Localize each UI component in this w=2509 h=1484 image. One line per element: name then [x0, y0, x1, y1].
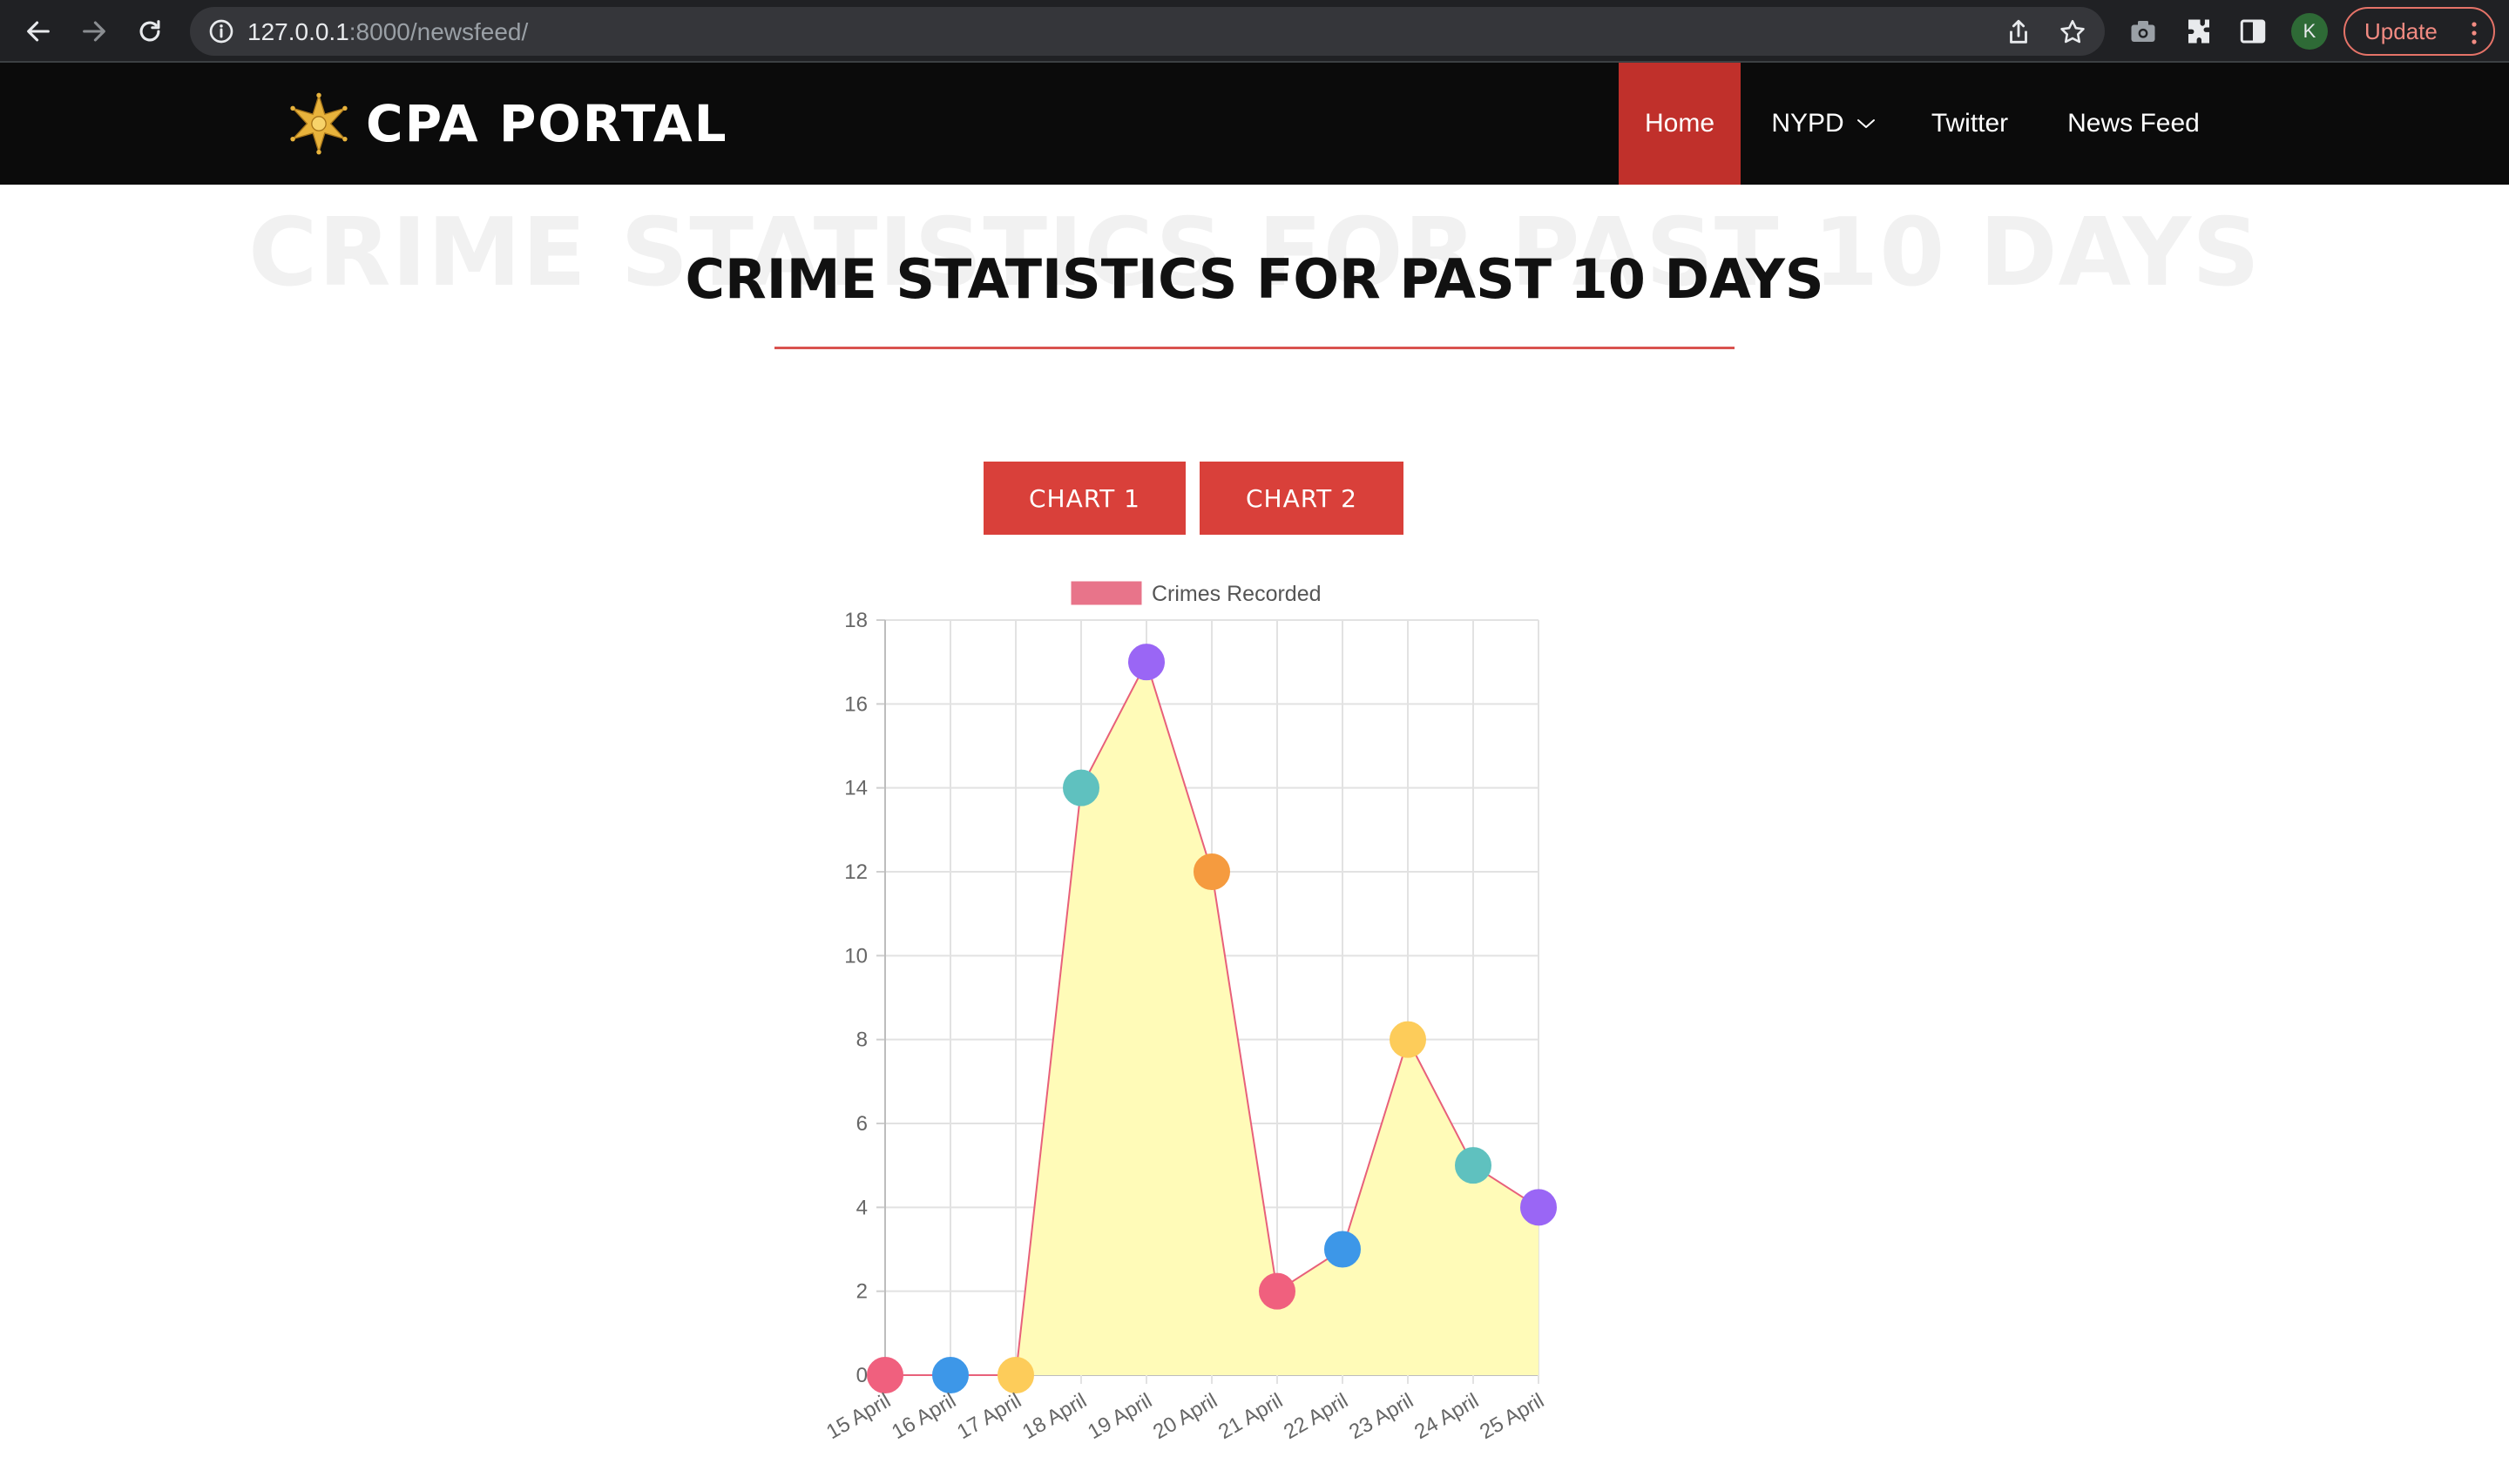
x-tick-label: 17 April	[953, 1389, 1025, 1444]
update-label: Update	[2364, 17, 2438, 44]
title-underline	[774, 347, 1735, 349]
y-tick-label: 8	[856, 1029, 868, 1052]
x-tick-label: 15 April	[822, 1389, 895, 1444]
data-point	[867, 1357, 903, 1393]
nav-news-feed-label: News Feed	[2067, 109, 2200, 138]
y-tick-label: 12	[844, 860, 868, 884]
camera-icon[interactable]	[2127, 16, 2159, 47]
back-icon[interactable]	[19, 12, 57, 51]
data-point	[1194, 853, 1230, 890]
series-area-fill	[885, 662, 1539, 1375]
sheriff-star-logo-icon	[290, 92, 348, 155]
chart-2-button[interactable]: CHART 2	[1200, 462, 1403, 535]
reload-icon[interactable]	[131, 12, 169, 51]
y-tick-label: 2	[856, 1280, 868, 1304]
x-tick-label: 16 April	[888, 1389, 960, 1444]
forward-icon[interactable]	[75, 12, 113, 51]
nav-nypd-dropdown[interactable]: NYPD	[1758, 63, 1889, 185]
y-tick-label: 6	[856, 1112, 868, 1136]
update-button[interactable]: Update	[2343, 7, 2495, 56]
brand-name: CPA PORTAL	[366, 94, 728, 153]
more-menu-icon	[2472, 22, 2477, 44]
data-point	[1324, 1231, 1361, 1268]
bookmark-star-icon[interactable]	[2058, 17, 2087, 47]
y-tick-label: 18	[844, 609, 868, 632]
nav-news-feed[interactable]: News Feed	[2059, 63, 2208, 185]
url-path: :8000/newsfeed/	[348, 18, 529, 45]
section-title: CRIME STATISTICS FOR PAST 10 DAYS	[685, 247, 1824, 311]
nav-twitter[interactable]: Twitter	[1915, 63, 2025, 185]
x-tick-label: 23 April	[1345, 1389, 1417, 1444]
profile-avatar[interactable]: K	[2291, 13, 2328, 50]
y-tick-label: 14	[844, 777, 868, 800]
brand[interactable]: CPA PORTAL	[289, 89, 728, 159]
y-tick-label: 4	[856, 1196, 868, 1219]
share-icon[interactable]	[2004, 17, 2033, 47]
x-tick-label: 20 April	[1149, 1389, 1221, 1444]
section-background-title: CRIME STATISTICS FOR PAST 10 DAYS	[248, 199, 2261, 307]
x-tick-label: 19 April	[1084, 1389, 1156, 1444]
legend-swatch	[1071, 581, 1142, 605]
site-navbar: CPA PORTAL Home NYPD Twitter News Feed	[0, 63, 2509, 185]
nav-twitter-label: Twitter	[1931, 109, 2009, 138]
data-point	[1455, 1147, 1491, 1184]
nav-home-label: Home	[1644, 109, 1715, 138]
site-info-icon[interactable]	[207, 17, 235, 45]
data-point	[1520, 1189, 1557, 1226]
data-point	[1128, 644, 1165, 681]
side-panel-icon[interactable]	[2237, 16, 2269, 47]
x-tick-label: 21 April	[1214, 1389, 1287, 1444]
data-point	[1063, 769, 1099, 806]
x-tick-label: 18 April	[1018, 1389, 1091, 1444]
nav-home[interactable]: Home	[1619, 63, 1741, 185]
data-point	[1390, 1021, 1426, 1058]
chevron-down-icon	[1856, 119, 1875, 128]
url-text[interactable]: 127.0.0.1:8000/newsfeed/	[247, 18, 528, 46]
browser-toolbar: 127.0.0.1:8000/newsfeed/ K Update	[0, 0, 2509, 63]
data-point	[998, 1357, 1034, 1393]
y-tick-label: 0	[856, 1364, 868, 1387]
y-tick-label: 16	[844, 692, 868, 716]
chart-1-button[interactable]: CHART 1	[984, 462, 1186, 535]
x-tick-label: 22 April	[1280, 1389, 1352, 1444]
extensions-puzzle-icon[interactable]	[2183, 16, 2215, 47]
nav-nypd-label: NYPD	[1771, 109, 1844, 138]
data-point	[1259, 1272, 1295, 1310]
legend-label: Crimes Recorded	[1152, 582, 1322, 606]
y-tick-label: 10	[844, 944, 868, 968]
x-tick-label: 25 April	[1476, 1389, 1548, 1444]
address-bar[interactable]: 127.0.0.1:8000/newsfeed/	[190, 7, 2105, 56]
url-host: 127.0.0.1	[247, 18, 349, 45]
x-tick-label: 24 April	[1410, 1389, 1483, 1444]
data-point	[932, 1357, 969, 1393]
